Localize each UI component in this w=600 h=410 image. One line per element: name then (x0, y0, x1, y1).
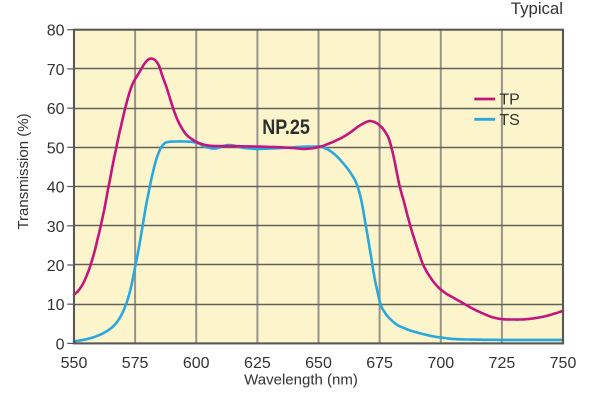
svg-text:TS: TS (499, 112, 519, 129)
svg-text:625: 625 (244, 355, 271, 372)
svg-text:675: 675 (366, 355, 393, 372)
svg-text:600: 600 (183, 355, 210, 372)
svg-text:40: 40 (47, 180, 65, 197)
svg-text:20: 20 (47, 258, 65, 275)
svg-text:NP.25: NP.25 (262, 116, 310, 140)
svg-text:750: 750 (550, 355, 577, 372)
svg-text:0: 0 (56, 336, 65, 353)
svg-text:650: 650 (305, 355, 332, 372)
svg-text:725: 725 (489, 355, 516, 372)
svg-text:Wavelength (nm): Wavelength (nm) (244, 372, 358, 389)
svg-text:50: 50 (47, 140, 65, 157)
svg-text:10: 10 (47, 297, 65, 314)
svg-text:80: 80 (47, 23, 65, 40)
svg-text:550: 550 (61, 355, 88, 372)
svg-text:30: 30 (47, 219, 65, 236)
svg-text:Transmission (%): Transmission (%) (15, 113, 32, 229)
svg-text:70: 70 (47, 62, 65, 79)
svg-text:575: 575 (122, 355, 149, 372)
svg-text:Typical: Typical (511, 0, 563, 18)
svg-text:700: 700 (427, 355, 454, 372)
svg-text:TP: TP (499, 92, 519, 109)
svg-text:60: 60 (47, 101, 65, 118)
